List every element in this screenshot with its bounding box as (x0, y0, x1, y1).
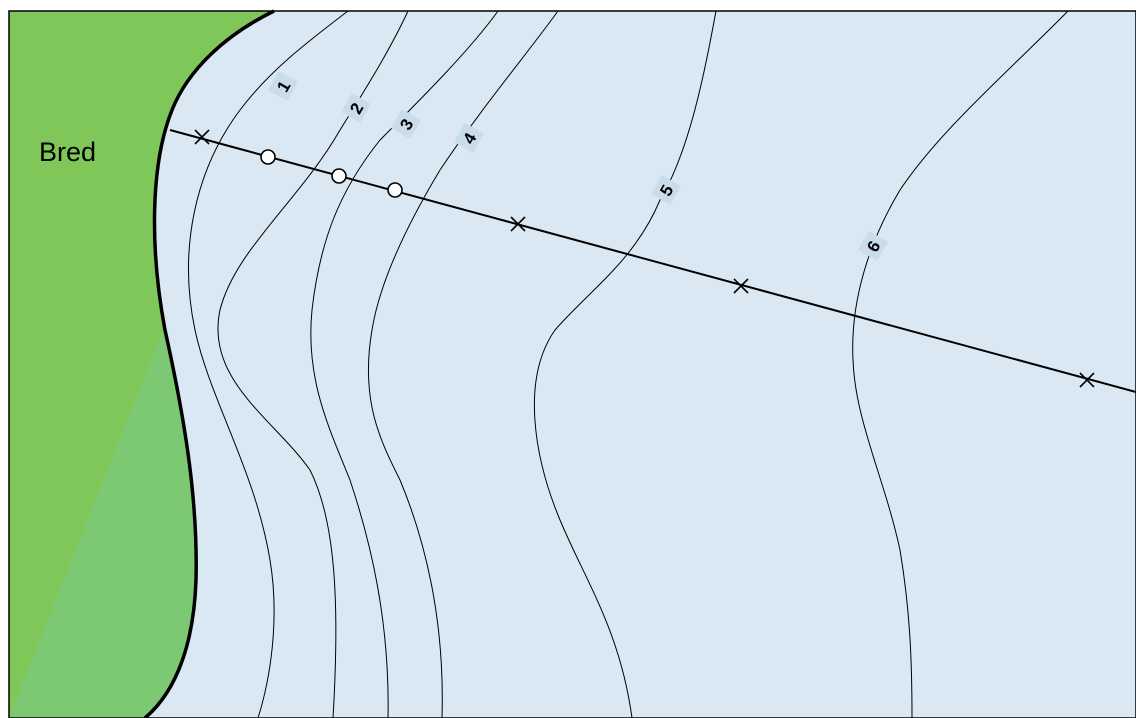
map-frame (8, 10, 1136, 718)
depth-contour-5 (533, 10, 717, 718)
transect-cross-markers (194, 129, 1095, 388)
circle-marker (260, 149, 276, 165)
cross-marker (1079, 372, 1095, 388)
depth-label-3: 3 (390, 108, 422, 140)
land-area (9, 11, 274, 718)
depth-contour-1 (188, 10, 349, 718)
shoreline (143, 9, 275, 718)
depth-contours (188, 10, 1069, 718)
depth-label-5: 5 (650, 174, 682, 206)
depth-label-2: 2 (340, 92, 372, 124)
land-shade (9, 325, 197, 718)
depth-contour-3 (310, 10, 499, 718)
depth-label-6: 6 (857, 230, 889, 262)
water-area (9, 11, 1136, 718)
cross-marker (733, 278, 749, 294)
depth-contour-6 (852, 10, 1069, 718)
depth-label-1: 1 (267, 70, 299, 102)
transect-line (169, 129, 1136, 393)
depth-label-4: 4 (453, 122, 485, 154)
circle-marker (331, 168, 347, 184)
shore-label: Bred (39, 137, 96, 167)
cross-marker (194, 129, 210, 145)
depth-contour-4 (367, 10, 559, 718)
circle-marker (387, 182, 403, 198)
cross-marker (510, 216, 526, 232)
transect-circle-markers (260, 149, 403, 198)
depth-labels: 1 2 3 4 5 6 (267, 70, 889, 262)
